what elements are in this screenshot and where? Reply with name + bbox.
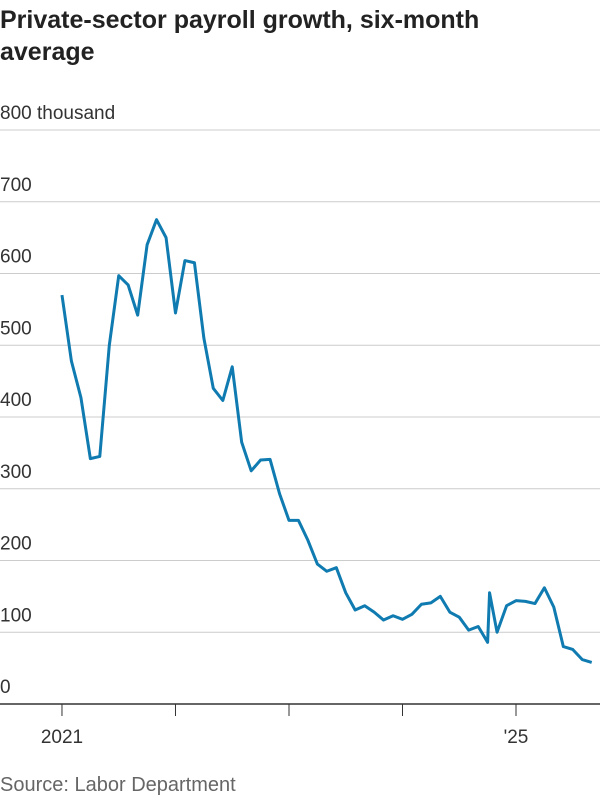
y-tick-label: 300 xyxy=(0,462,32,483)
title-line: average xyxy=(0,38,95,66)
x-tick-label: 2021 xyxy=(41,727,83,748)
title-line: Private-sector payroll growth, six-month xyxy=(0,6,479,34)
y-tick-label: 400 xyxy=(0,390,32,411)
y-tick-label: 200 xyxy=(0,534,32,555)
y-tick-label: 800 thousand xyxy=(0,103,115,124)
chart-title: Private-sector payroll growth, six-month… xyxy=(0,6,486,66)
y-tick-label: 700 xyxy=(0,175,32,196)
y-tick-label: 500 xyxy=(0,318,32,339)
data-line xyxy=(60,218,593,664)
x-tick-label: '25 xyxy=(504,727,529,748)
y-tick-label: 600 xyxy=(0,247,32,268)
source: Source: Labor Department xyxy=(0,774,236,796)
y-tick-label: 100 xyxy=(0,605,32,626)
y-tick-label: 0 xyxy=(0,677,11,698)
